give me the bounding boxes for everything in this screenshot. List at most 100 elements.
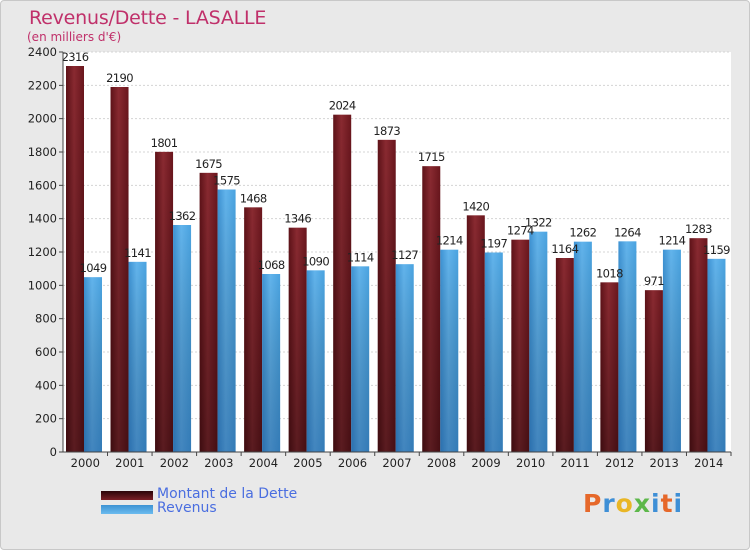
logo-letter: P [583,489,603,518]
x-tick-label: 2013 [650,456,679,470]
bar-shade-debt [377,139,396,453]
data-label-debt: 1715 [418,150,445,164]
data-label-revenue: 1068 [258,258,285,272]
proxiti-logo: Proxiti [583,489,683,518]
data-label-debt: 2024 [329,99,356,113]
x-tick-label: 2012 [605,456,634,470]
data-label-revenue: 1159 [703,243,730,257]
logo-letter: t [660,489,674,518]
x-tick-label: 2008 [427,456,456,470]
data-label-debt: 1164 [551,242,578,256]
data-label-debt: 1420 [462,199,489,213]
bar-shade-revenue [351,266,370,452]
x-axis-ticks: 2000 2001 2002 2003 2004 2005 2006 2007 2008 2009… [71,452,732,470]
bar-shade-revenue [262,274,281,452]
data-label-revenue: 1214 [436,234,463,248]
data-label-debt: 2316 [62,50,89,64]
x-tick-label: 2010 [516,456,545,470]
y-tick-label: 2200 [28,78,57,92]
y-tick-label: 2000 [28,112,57,126]
bar-shade-debt [600,282,619,452]
bar-shade-debt [555,258,574,452]
legend-swatch-revenue [101,505,153,514]
x-tick-label: 2009 [471,456,500,470]
x-tick-label: 2005 [293,456,322,470]
data-label-debt: 1018 [596,266,623,280]
x-tick-label: 2001 [115,456,144,470]
y-tick-label: 800 [35,312,57,326]
x-tick-label: 2007 [382,456,411,470]
y-tick-label: 0 [50,445,57,459]
bar-shade-debt [511,239,530,452]
data-label-revenue: 1214 [658,234,685,248]
x-tick-label: 2003 [204,456,233,470]
data-label-revenue: 1127 [391,248,418,262]
x-tick-label: 2002 [160,456,189,470]
bar-shade-debt [244,207,263,452]
data-label-debt: 1873 [373,124,400,138]
bar-shade-debt [644,290,663,452]
logo-letter: x [633,489,651,518]
bar-shade-revenue [573,241,592,452]
data-label-debt: 1801 [151,136,178,150]
bar-shade-revenue [395,264,414,452]
data-label-revenue: 1197 [480,237,507,251]
legend-swatch-debt [101,491,153,500]
data-label-revenue: 1141 [124,246,151,260]
legend-label-debt: Montant de la Dette [157,486,298,502]
x-tick-label: 2000 [71,456,100,470]
bar-shade-revenue [84,277,102,452]
bar-shade-debt [199,172,218,453]
bar-shade-revenue [173,225,192,452]
data-label-revenue: 1114 [347,250,374,264]
bar-shade-revenue [707,258,726,452]
legend-label-revenue: Revenus [157,500,217,516]
data-label-revenue: 1362 [169,209,196,223]
logo-letter: i [651,489,661,518]
bar-shade-debt [66,66,84,452]
y-tick-label: 2400 [28,45,57,59]
bar-shade-revenue [440,249,459,452]
bar-shade-revenue [529,231,548,452]
data-label-debt: 2190 [106,71,133,85]
y-tick-label: 1600 [28,178,57,192]
y-tick-label: 1800 [28,145,57,159]
x-tick-label: 2006 [338,456,367,470]
logo-letter: i [673,489,684,518]
y-tick-label: 400 [35,378,57,392]
data-label-debt: 1675 [195,157,222,171]
bar-shade-revenue [217,189,236,452]
x-tick-label: 2004 [249,456,278,470]
data-label-revenue: 1090 [302,254,329,268]
bar-shade-debt [155,151,174,453]
bar-shade-debt [110,87,129,452]
data-label-revenue: 1264 [614,225,641,239]
data-label-debt: 1283 [685,222,712,236]
x-tick-label: 2011 [560,456,589,470]
bar-shade-revenue [618,241,637,452]
bar-shade-debt [333,114,352,453]
bars [66,66,726,453]
bar-shade-debt [689,238,708,452]
chart-title: Revenus/Dette - LASALLE [29,7,267,29]
data-label-debt: 1346 [284,212,311,226]
logo-letter: r [602,489,616,518]
bar-shade-debt [466,215,485,452]
bar-shade-revenue [484,252,503,452]
data-label-debt: 971 [644,274,664,288]
y-tick-label: 1400 [28,212,57,226]
bar-shade-debt [422,166,441,452]
y-axis-ticks: 0 200 400 600 800 1000 1200 1400 1600 1800 2000 220… [28,45,63,459]
chart-subtitle: (en milliers d'€) [27,30,122,44]
data-label-revenue: 1049 [80,261,107,275]
y-tick-label: 1000 [28,278,57,292]
y-tick-label: 200 [35,412,57,426]
x-tick-label: 2014 [694,456,723,470]
data-label-revenue: 1322 [525,216,552,230]
y-tick-label: 1200 [28,245,57,259]
bar-shade-revenue [306,270,325,452]
data-label-revenue: 1575 [213,174,240,188]
